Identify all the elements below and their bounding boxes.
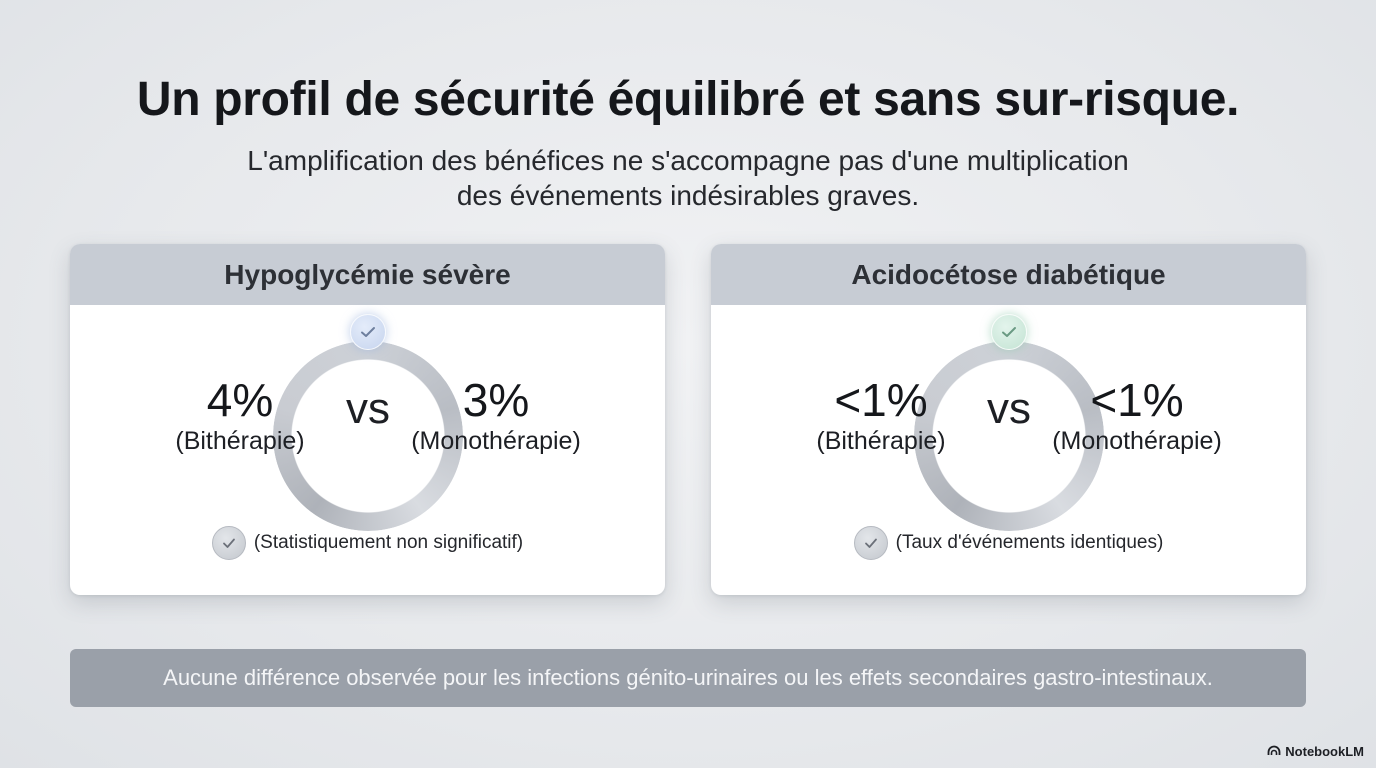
card-note: (Statistiquement non significatif)	[70, 526, 665, 560]
note-text: (Statistiquement non significatif)	[253, 532, 524, 553]
stat-label: (Monothérapie)	[1052, 427, 1222, 455]
card-header: Acidocétose diabétique	[711, 244, 1306, 305]
stat-monotherapie: <1% (Monothérapie)	[1037, 374, 1237, 456]
subtitle-line-1: L'amplification des bénéfices ne s'accom…	[247, 145, 1129, 176]
stat-label: (Monothérapie)	[411, 427, 581, 455]
stat-value: 4%	[206, 374, 274, 426]
card-note: (Taux d'événements identiques)	[711, 526, 1306, 560]
card-acidocetose: Acidocétose diabétique <1% (Bithérapie) …	[711, 244, 1306, 595]
comparison-ring	[914, 341, 1104, 531]
check-circle-icon	[853, 526, 888, 560]
comparison-ring	[273, 341, 463, 531]
page-title: Un profil de sécurité équilibré et sans …	[136, 73, 1240, 126]
stat-value: <1%	[1090, 374, 1184, 426]
card-header: Hypoglycémie sévère	[70, 244, 665, 305]
stat-value: 3%	[462, 374, 530, 426]
check-icon	[350, 314, 386, 350]
summary-banner: Aucune différence observée pour les infe…	[70, 649, 1306, 707]
note-text: (Taux d'événements identiques)	[895, 532, 1164, 553]
stat-monotherapie: 3% (Monothérapie)	[396, 374, 596, 456]
brand-name: NotebookLM	[1285, 744, 1364, 759]
stat-value: <1%	[834, 374, 928, 426]
card-hypoglycemia: Hypoglycémie sévère 4% (Bithérapie) vs 3…	[70, 244, 665, 595]
stat-label: (Bithérapie)	[175, 427, 305, 455]
vs-label: vs	[346, 384, 390, 433]
stat-label: (Bithérapie)	[816, 427, 946, 455]
brand-watermark: NotebookLM	[1267, 744, 1364, 759]
stat-bitherapie: <1% (Bithérapie)	[781, 374, 981, 456]
check-icon	[991, 314, 1027, 350]
check-circle-icon	[211, 526, 246, 560]
subtitle-line-2: des événements indésirables graves.	[456, 180, 920, 211]
notebooklm-logo-icon	[1267, 744, 1281, 759]
stat-bitherapie: 4% (Bithérapie)	[140, 374, 340, 456]
page-subtitle: L'amplification des bénéfices ne s'accom…	[0, 143, 1376, 213]
vs-label: vs	[987, 384, 1031, 433]
